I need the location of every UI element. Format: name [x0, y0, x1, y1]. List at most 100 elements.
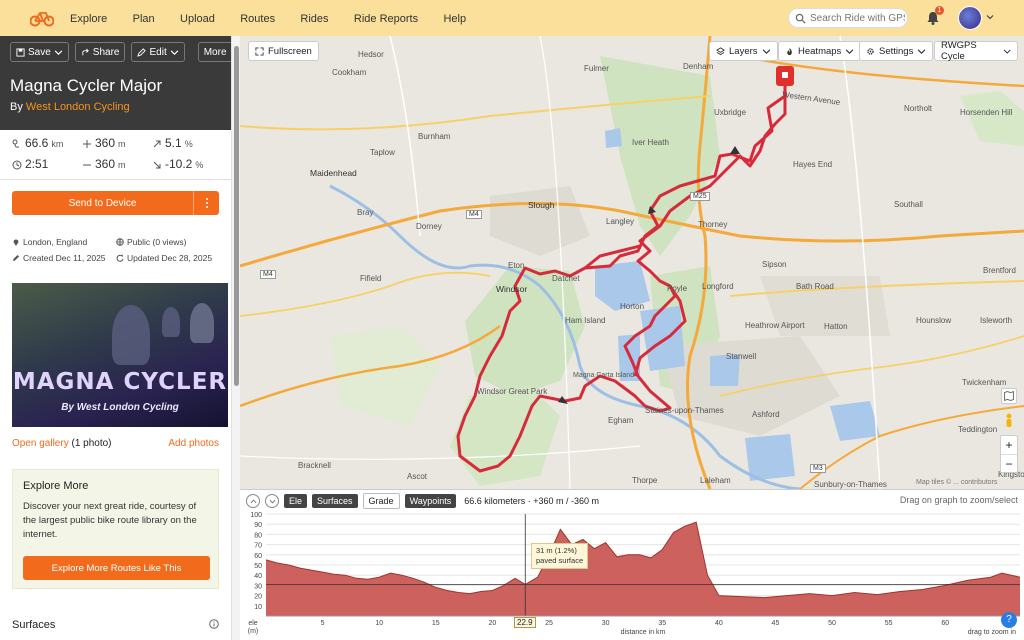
- map-label: Taplow: [370, 148, 395, 157]
- nav-ride-reports[interactable]: Ride Reports: [353, 13, 419, 25]
- nav-explore[interactable]: Explore: [70, 13, 108, 25]
- help-button[interactable]: ?: [1001, 612, 1017, 628]
- explore-title: Explore More: [23, 480, 89, 492]
- more-button[interactable]: More: [197, 42, 231, 62]
- road-label: M3: [810, 464, 826, 473]
- chevron-down-icon: [54, 49, 63, 55]
- map-view-icon[interactable]: [1001, 388, 1017, 404]
- map-label: Hedsor: [358, 50, 384, 59]
- x-tick-label: 60: [941, 620, 949, 627]
- open-gallery-link[interactable]: Open gallery: [12, 438, 69, 449]
- chevron-down-icon[interactable]: [986, 13, 994, 21]
- map-label: Cookham: [332, 68, 367, 77]
- search-box[interactable]: [788, 8, 908, 28]
- y-tick-label: 80: [254, 532, 262, 539]
- arrow-down-right-icon: [153, 161, 161, 169]
- map-label: Ashford: [752, 410, 780, 419]
- location-pin-icon: [13, 239, 19, 246]
- heatmaps-button[interactable]: Heatmaps: [778, 41, 862, 61]
- notifications-bell-icon[interactable]: [925, 10, 941, 26]
- send-options-button[interactable]: [193, 191, 219, 215]
- fullscreen-button[interactable]: Fullscreen: [248, 41, 319, 61]
- map-label: Poyle: [667, 284, 688, 293]
- map-label: Southall: [894, 200, 923, 209]
- x-tick-label: 50: [828, 620, 836, 627]
- nav-rides[interactable]: Rides: [300, 13, 329, 25]
- chevron-up-icon: [250, 499, 256, 503]
- scrollbar-thumb[interactable]: [234, 46, 239, 386]
- map-label: Ascot: [407, 472, 428, 481]
- map-attribution[interactable]: Map tiles © ... contributors: [916, 479, 998, 486]
- street-view-pegman-icon[interactable]: [1001, 411, 1017, 429]
- map-label: Heathrow Airport: [745, 321, 805, 330]
- share-icon: [82, 48, 89, 55]
- search-icon: [795, 13, 806, 24]
- arrow-up-right-icon: [153, 140, 161, 148]
- send-to-device-button[interactable]: Send to Device: [68, 197, 137, 209]
- expand-down-button[interactable]: [265, 494, 279, 508]
- y-tick-label: 50: [254, 563, 262, 570]
- tab-grade[interactable]: Grade: [362, 493, 400, 509]
- map-style-select[interactable]: RWGPS Cycle: [934, 40, 1018, 62]
- add-photos-link[interactable]: Add photos: [168, 438, 219, 449]
- elevation-area: [266, 522, 1020, 616]
- rwgps-logo-icon[interactable]: [30, 9, 54, 27]
- nav-routes[interactable]: Routes: [240, 13, 276, 25]
- tab-waypoints[interactable]: Waypoints: [404, 494, 457, 508]
- y-tick-label: 10: [254, 604, 262, 611]
- map-label: Langley: [606, 217, 635, 226]
- map-label: Ham Island: [565, 316, 606, 325]
- x-tick-label: 10: [375, 620, 383, 627]
- route-cover-photo[interactable]: MAGNA CYCLER By West London Cycling: [12, 283, 228, 427]
- globe-icon: [116, 238, 124, 246]
- x-axis-label: distance in km: [621, 629, 666, 636]
- layers-button[interactable]: Layers: [709, 41, 778, 61]
- x-tick-label: 5: [321, 620, 325, 627]
- map-label: Kingston: [998, 470, 1024, 479]
- map-label: Windsor Great Park: [477, 387, 548, 396]
- sidebar-scrollbar[interactable]: [231, 36, 240, 640]
- save-button[interactable]: Save: [10, 42, 69, 62]
- x-tick-label: 30: [602, 620, 610, 627]
- x-tick-label: 40: [715, 620, 723, 627]
- author-link[interactable]: West London Cycling: [25, 101, 130, 113]
- settings-button[interactable]: Settings: [859, 41, 934, 61]
- route-map[interactable]: Denham Hedsor Cookham Fulmer Uxbridge No…: [240, 36, 1024, 489]
- zoom-out-button[interactable]: −: [1001, 454, 1017, 473]
- map-label: Fulmer: [584, 64, 609, 73]
- rider-figure: [162, 307, 180, 337]
- clock-icon: [12, 160, 22, 170]
- tab-ele[interactable]: Ele: [284, 494, 308, 508]
- nav-help[interactable]: Help: [443, 13, 467, 25]
- nav-plan[interactable]: Plan: [132, 13, 155, 25]
- search-input[interactable]: [810, 12, 905, 24]
- photo-subtitle: By West London Cycling: [61, 402, 179, 413]
- user-avatar[interactable]: [958, 6, 982, 30]
- route-author: By West London Cycling: [10, 101, 130, 113]
- collapse-up-button[interactable]: [246, 494, 260, 508]
- map-label: Slough: [528, 200, 555, 210]
- chevron-down-icon: [846, 48, 854, 54]
- elevation-chart[interactable]: 100 90 80 70 60 50 40 30 20 10 5 10 15 20 25 30 35 40 45 50…: [240, 510, 1024, 640]
- map-label: Teddington: [958, 425, 998, 434]
- y-axis-label: (m): [248, 628, 259, 635]
- y-tick-label: 70: [254, 543, 262, 550]
- minus-icon: [83, 164, 91, 166]
- plus-icon: [83, 140, 91, 149]
- stat-max-grade: 5.1%: [152, 136, 222, 153]
- y-tick-label: 30: [254, 583, 262, 590]
- tab-surfaces[interactable]: Surfaces: [312, 494, 358, 508]
- y-tick-label: 100: [250, 512, 262, 519]
- info-icon[interactable]: [209, 619, 219, 629]
- zoom-in-button[interactable]: +: [1005, 438, 1013, 452]
- distance-icon: [12, 139, 20, 148]
- nav-upload[interactable]: Upload: [180, 13, 215, 25]
- map-label: Windsor: [496, 284, 528, 294]
- explore-body: Discover your next great ride, courtesy …: [23, 501, 197, 540]
- stat-elev-loss: 360 m: [82, 157, 152, 174]
- save-icon: [16, 47, 25, 57]
- top-nav: Explore Plan Upload Routes Rides Ride Re…: [0, 0, 1024, 36]
- edit-button[interactable]: Edit: [131, 42, 185, 62]
- share-button[interactable]: Share: [74, 42, 126, 62]
- explore-more-routes-button[interactable]: Explore More Routes Like This: [23, 556, 210, 580]
